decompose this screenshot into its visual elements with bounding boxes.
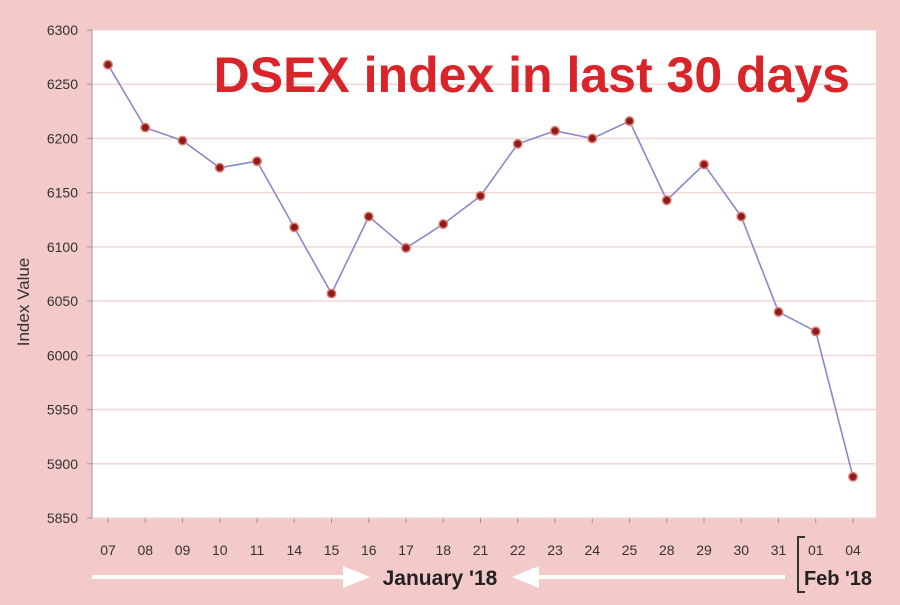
x-tick-label: 07 [100, 542, 116, 558]
axes [87, 29, 854, 523]
x-tick-label: 15 [324, 542, 340, 558]
x-tick-label: 11 [250, 542, 265, 558]
data-point [214, 162, 225, 173]
y-tick-label: 6100 [47, 239, 78, 255]
data-point [475, 190, 486, 201]
x-tick-label: 17 [398, 542, 414, 558]
x-tick-label: 04 [845, 542, 861, 558]
data-point [103, 59, 113, 70]
x-tick-label: 28 [659, 542, 675, 558]
data-point [401, 243, 411, 253]
data-point [773, 307, 784, 317]
x-tick-label: 21 [473, 542, 489, 558]
y-tick-label: 5900 [47, 456, 78, 472]
plot-area [92, 30, 876, 518]
data-point [587, 133, 598, 144]
gridlines [92, 29, 876, 519]
y-tick-label: 5850 [47, 510, 78, 526]
y-tick-label: 6000 [47, 347, 78, 363]
x-tick-label: 22 [510, 542, 526, 558]
data-point [624, 116, 635, 127]
month-annotations: January '18 Feb '18 [92, 536, 872, 593]
x-tick-label: 18 [435, 542, 451, 558]
data-point [661, 195, 672, 206]
x-tick-label: 23 [547, 542, 563, 558]
data-point [512, 138, 523, 149]
data-point [699, 159, 709, 170]
y-tick-label: 6150 [47, 185, 78, 201]
data-point [140, 122, 151, 133]
data-point [550, 125, 560, 136]
x-tick-label: 01 [808, 542, 824, 558]
x-tick-label: 16 [361, 542, 377, 558]
y-tick-label: 6200 [47, 130, 78, 146]
x-tick-label: 24 [584, 542, 600, 558]
january-arrow-right-head [512, 566, 539, 588]
y-axis-label: Index Value [14, 258, 33, 347]
data-point [438, 219, 449, 230]
x-tick-label: 14 [286, 542, 302, 558]
y-tick-label: 5950 [47, 402, 78, 418]
x-tick-label: 09 [175, 542, 191, 558]
data-point [177, 135, 188, 146]
x-tick-label: 30 [733, 542, 749, 558]
x-tick-label: 10 [212, 542, 228, 558]
january-label: January '18 [383, 567, 498, 590]
x-tick-labels: 07 08 09 10 11 14 15 16 17 18 21 22 23 24 25 28 29 30 31 01… [100, 542, 861, 558]
feb-bracket [797, 536, 805, 593]
data-point [326, 288, 337, 299]
data-point [810, 326, 821, 337]
data-point [289, 222, 300, 233]
x-tick-label: 08 [137, 542, 153, 558]
y-tick-label: 6050 [47, 293, 78, 309]
data-series [103, 59, 858, 482]
y-tick-label: 6250 [47, 76, 78, 92]
x-tick-label: 29 [696, 542, 712, 558]
x-tick-label: 31 [771, 542, 787, 558]
chart-title: DSEX index in last 30 days [214, 47, 850, 103]
data-point [252, 156, 262, 167]
january-arrow-left-head [343, 566, 370, 588]
data-point [736, 211, 747, 222]
data-point [848, 471, 858, 482]
feb-label: Feb '18 [804, 568, 872, 590]
x-tick-label: 25 [622, 542, 638, 558]
y-tick-labels: 5850 5900 5950 6000 6050 6100 6150 6200 6250 6300 [47, 22, 78, 526]
data-point [363, 211, 374, 222]
y-tick-label: 6300 [47, 22, 78, 38]
